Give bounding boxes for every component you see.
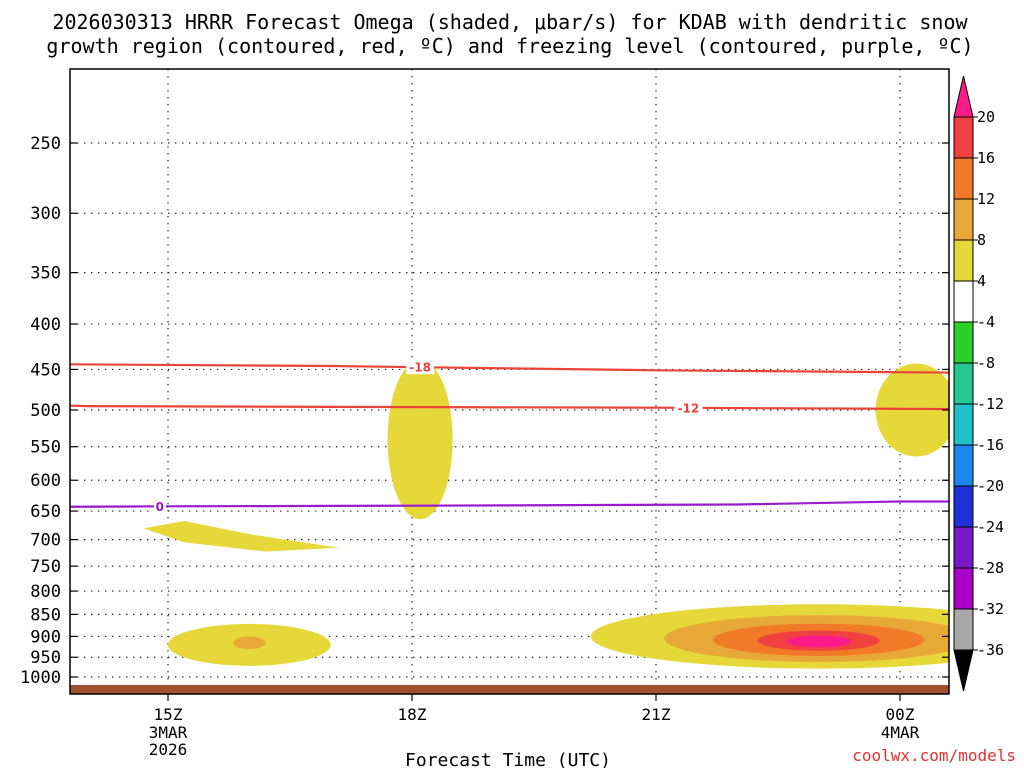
colorbar-cell-7 xyxy=(953,362,974,405)
plot-area: -18-18-12-1200 xyxy=(0,68,950,695)
chart-title-line-1: 2026030313 HRRR Forecast Omega (shaded, … xyxy=(52,10,968,34)
colorbar-label--32: -32 xyxy=(977,600,1004,618)
x-tick-label-18Z: 18Z xyxy=(398,705,427,724)
colorbar-cell-5 xyxy=(953,280,974,323)
site-credit: coolwx.com/models xyxy=(852,746,1016,765)
y-tick-label-300: 300 xyxy=(30,204,61,224)
ground-strip xyxy=(70,685,949,694)
y-tick-label-650: 650 xyxy=(30,502,61,522)
y-tick-label-400: 400 xyxy=(30,315,61,335)
colorbar-label--36: -36 xyxy=(977,641,1004,659)
y-tick-label-800: 800 xyxy=(30,582,61,602)
y-tick-label-600: 600 xyxy=(30,471,61,491)
chart-title-line-2: growth region (contoured, red, ºC) and f… xyxy=(46,34,973,58)
y-tick-label-700: 700 xyxy=(30,531,61,551)
colorbar-label-8: 8 xyxy=(977,231,986,249)
plot-frame xyxy=(69,68,950,695)
y-tick-label-900: 900 xyxy=(30,627,61,647)
x-tick-sublabel-4MAR: 4MAR xyxy=(881,723,920,742)
colorbar-cell-2 xyxy=(953,157,974,200)
colorbar-label--28: -28 xyxy=(977,559,1004,577)
y-tick-label-500: 500 xyxy=(30,401,61,421)
colorbar-label--20: -20 xyxy=(977,477,1004,495)
x-tick-label-21Z: 21Z xyxy=(642,705,671,724)
contour-line--12 xyxy=(70,404,949,411)
omega-region-14 xyxy=(786,635,852,648)
x-tick-sublabel-3MAR: 3MAR xyxy=(149,723,188,742)
contour-label--12-0: -12 xyxy=(678,401,700,415)
y-tick-label-250: 250 xyxy=(30,134,61,154)
omega-polygon-0 xyxy=(143,521,339,552)
x-tick-label-15Z: 15Z xyxy=(154,705,183,724)
colorbar-cell-13 xyxy=(953,608,974,651)
x-axis: 15Z3MAR202618Z21Z00Z4MAR03Z06Z xyxy=(149,694,920,759)
y-tick-label-850: 850 xyxy=(30,605,61,625)
y-tick-label-550: 550 xyxy=(30,438,61,458)
colorbar-cell-12 xyxy=(953,567,974,610)
colorbar-cell-4 xyxy=(953,239,974,282)
contour-line-0 xyxy=(70,500,949,508)
colorbar-cell-3 xyxy=(953,198,974,241)
contour-label-0-0: 0 xyxy=(156,500,164,514)
colorbar-cell-10 xyxy=(953,485,974,528)
omega-region-9 xyxy=(233,636,266,650)
colorbar-label-12: 12 xyxy=(977,190,995,208)
contour-label-bg xyxy=(674,400,703,415)
contour-label-bg xyxy=(153,499,166,514)
contour-label-bg xyxy=(406,360,435,375)
colorbar-bottom-triangle xyxy=(953,649,974,692)
colorbar-label--8: -8 xyxy=(977,354,995,372)
y-tick-label-350: 350 xyxy=(30,264,61,284)
colorbar-cell-6 xyxy=(953,321,974,364)
contour-label--18-0: -18 xyxy=(409,361,431,375)
x-tick-label-00Z: 00Z xyxy=(886,705,915,724)
colorbar-label--24: -24 xyxy=(977,518,1004,536)
x-tick-sublabel-2026: 2026 xyxy=(149,740,188,759)
y-tick-label-1000: 1000 xyxy=(20,668,61,688)
colorbar: 20 16 12 8 4 -4 -8 -12 -16 -20 -24 -28 -32 -36 xyxy=(953,75,1004,692)
y-tick-label-450: 450 xyxy=(30,360,61,380)
omega-region-1 xyxy=(875,363,949,457)
colorbar-label-20: 20 xyxy=(977,108,995,126)
colorbar-cell-8 xyxy=(953,403,974,446)
colorbar-cell-9 xyxy=(953,444,974,487)
colorbar-label--4: -4 xyxy=(977,313,995,331)
contour-line--18 xyxy=(70,363,949,374)
omega-region-0 xyxy=(387,360,453,520)
colorbar-label-4: 4 xyxy=(977,272,986,290)
chart-title: 2026030313 HRRR Forecast Omega (shaded, … xyxy=(46,10,973,58)
colorbar-label-16: 16 xyxy=(977,149,995,167)
y-tick-label-950: 950 xyxy=(30,648,61,668)
x-axis-label: Forecast Time (UTC) xyxy=(405,750,611,768)
y-axis: 2503003504004505005506006507007508008509… xyxy=(20,134,949,688)
y-tick-label-750: 750 xyxy=(30,557,61,577)
plot-clipped-content: -18-18-12-1200 xyxy=(0,69,949,694)
colorbar-label--12: -12 xyxy=(977,395,1004,413)
omega-region-7 xyxy=(0,637,30,670)
colorbar-cell-11 xyxy=(953,526,974,569)
colorbar-label--16: -16 xyxy=(977,436,1004,454)
colorbar-cell-1 xyxy=(953,116,974,159)
colorbar-top-triangle xyxy=(953,75,974,118)
